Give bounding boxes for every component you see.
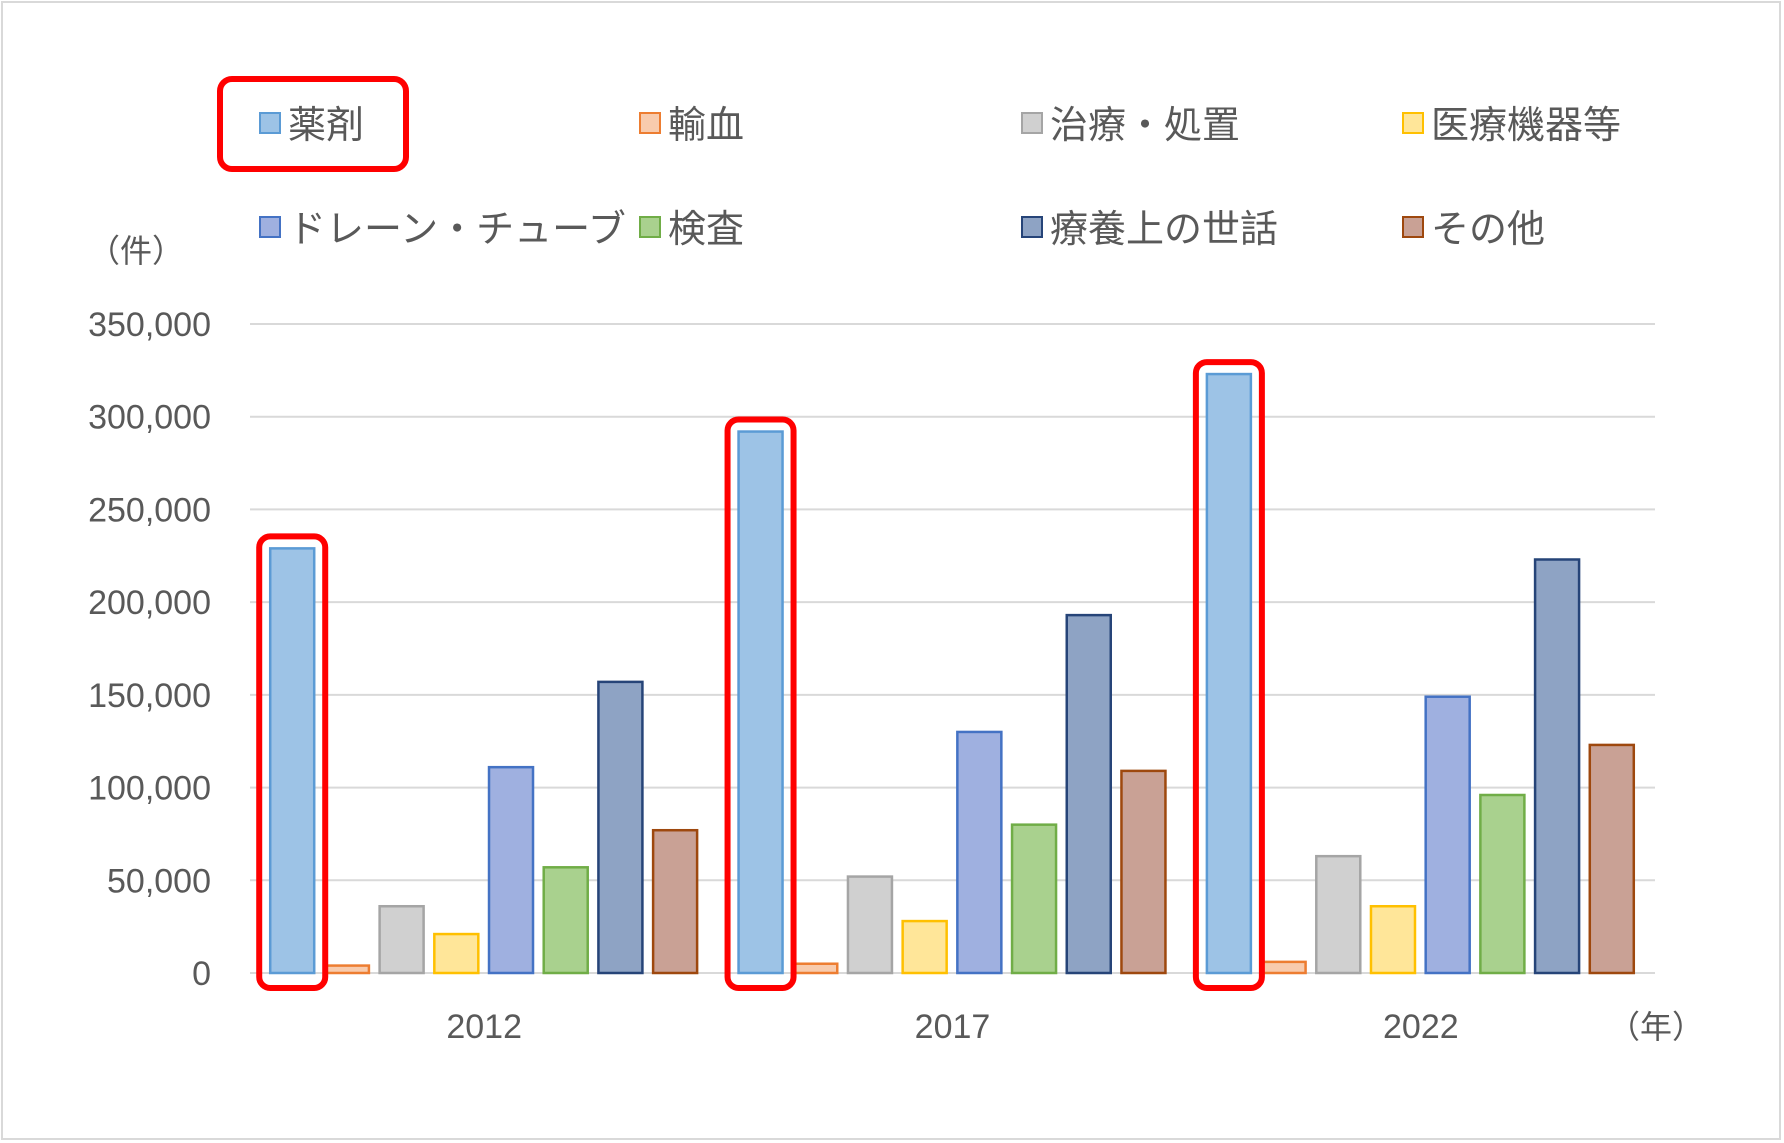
bar-その他-2022 — [1588, 743, 1636, 975]
bar-ドレーン・チューブ-2017 — [956, 730, 1003, 975]
bar-検査-2012 — [542, 866, 589, 975]
bar-その他-2017 — [1120, 769, 1167, 975]
legend-swatch — [1402, 112, 1424, 134]
bar-輸血-2012 — [323, 964, 371, 975]
y-tick-label: 150,000 — [88, 677, 211, 715]
bar-検査-2022 — [1479, 793, 1526, 975]
bar-薬剤-2022 — [1205, 372, 1253, 975]
legend-swatch — [1402, 216, 1424, 238]
bar-ドレーン・チューブ-2022 — [1424, 695, 1471, 975]
legend-swatch — [259, 112, 281, 134]
y-axis-unit: （件） — [88, 232, 184, 270]
x-tick-label: 2017 — [915, 1008, 991, 1046]
legend-swatch — [639, 112, 661, 134]
y-tick-label: 100,000 — [88, 770, 211, 808]
bar-薬剤-2012 — [268, 547, 316, 975]
bar-療養上の世話-2017 — [1065, 613, 1112, 975]
y-tick-label: 0 — [192, 955, 211, 993]
bar-検査-2017 — [1010, 823, 1058, 975]
bar-その他-2012 — [651, 828, 699, 975]
y-axis-ticks: 0 50,000 100,000 150,000 200,000 250,000 300,0… — [88, 306, 211, 993]
legend-swatch — [639, 216, 661, 238]
x-tick-label: 2012 — [446, 1008, 522, 1046]
legend-label: 輸血 — [668, 103, 744, 147]
legend-label: 治療・処置 — [1050, 103, 1240, 147]
legend-label: その他 — [1431, 207, 1545, 251]
bar-輸血-2017 — [792, 962, 839, 975]
legend-label: 療養上の世話 — [1050, 207, 1278, 251]
legend-highlight-box — [217, 76, 409, 172]
x-axis-unit: （年） — [1608, 1008, 1704, 1046]
highlight-box-2012 — [256, 533, 329, 992]
legend-label: 医療機器等 — [1431, 103, 1621, 147]
bar-治療・処置-2017 — [846, 875, 894, 975]
highlight-box-2017 — [724, 416, 797, 991]
legend-swatch — [259, 216, 281, 238]
bar-治療・処置-2022 — [1315, 854, 1362, 975]
x-tick-label: 2022 — [1383, 1008, 1459, 1046]
y-tick-label: 200,000 — [88, 584, 211, 622]
bar-ドレーン・チューブ-2012 — [487, 765, 535, 975]
legend-label: 薬剤 — [288, 103, 364, 147]
y-tick-label: 300,000 — [88, 399, 211, 437]
highlight-box-2022 — [1192, 359, 1265, 991]
legend-label: ドレーン・チューブ — [288, 207, 626, 251]
x-axis-ticks: 2012 2017 2022 — [446, 1008, 1458, 1046]
gridlines — [250, 323, 1655, 974]
bar-医療機器等-2022 — [1369, 904, 1417, 975]
bar-輸血-2022 — [1260, 960, 1307, 975]
bar-治療・処置-2012 — [378, 904, 425, 975]
legend-swatch — [1021, 216, 1043, 238]
y-tick-label: 50,000 — [107, 862, 211, 900]
bar-療養上の世話-2012 — [597, 680, 644, 975]
bar-医療機器等-2017 — [901, 919, 948, 975]
y-tick-label: 350,000 — [88, 306, 211, 344]
legend-swatch — [1021, 112, 1043, 134]
bar-薬剤-2017 — [737, 430, 784, 975]
highlight-boxes — [256, 359, 1265, 992]
bar-医療機器等-2012 — [433, 932, 480, 975]
bars — [268, 372, 1636, 975]
bar-療養上の世話-2022 — [1533, 558, 1581, 975]
y-tick-label: 250,000 — [88, 491, 211, 529]
legend-label: 検査 — [668, 207, 744, 251]
